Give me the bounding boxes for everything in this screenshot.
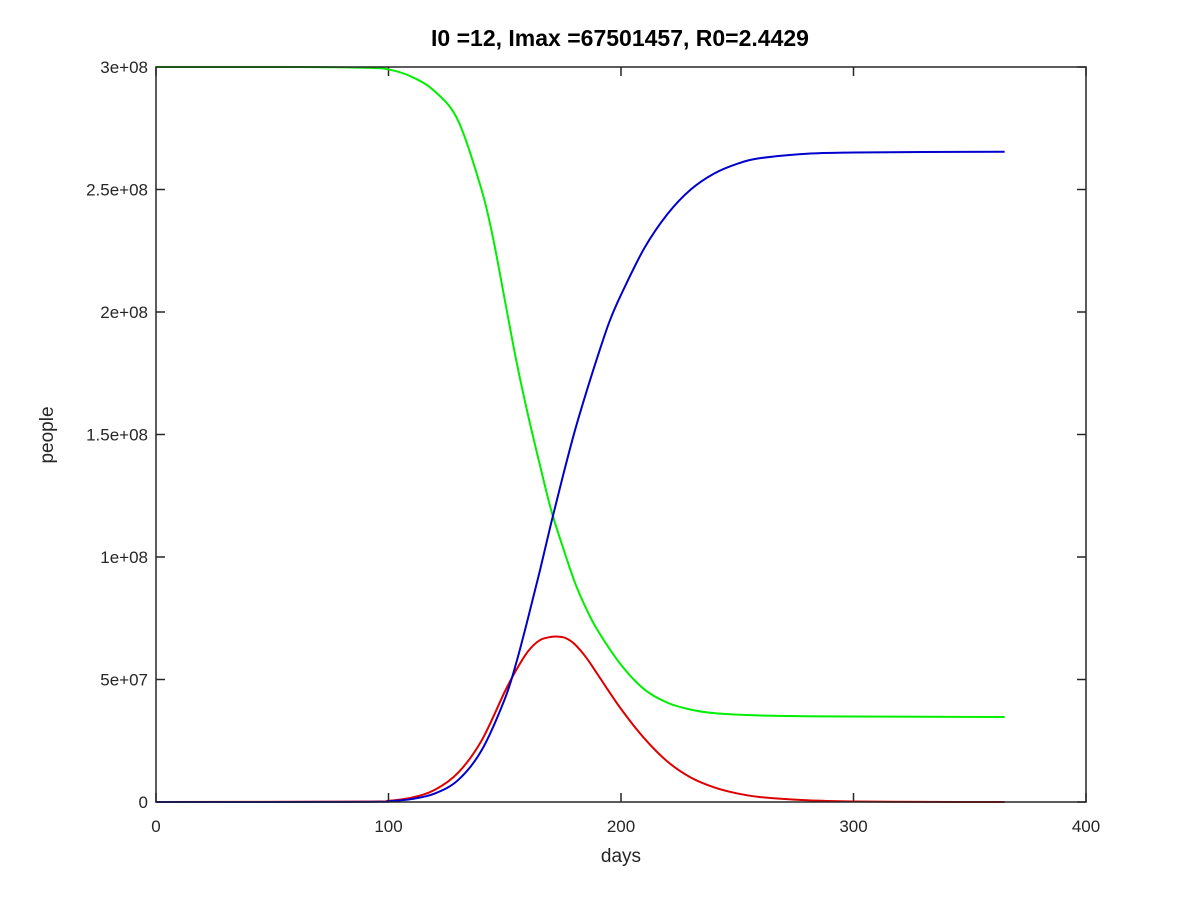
series-line-2 <box>155 635 1005 803</box>
y-tick-label: 1.5e+08 <box>86 426 148 445</box>
x-tick-label: 200 <box>607 817 635 836</box>
series-line-3 <box>155 150 1005 803</box>
y-tick-label: 1e+08 <box>100 548 148 567</box>
y-tick-label: 5e+07 <box>100 671 148 690</box>
x-tick-label: 100 <box>374 817 402 836</box>
y-tick-label: 2e+08 <box>100 303 148 322</box>
plot-area <box>155 65 1005 803</box>
series-line-1 <box>156 65 1005 718</box>
y-tick-label: 3e+08 <box>100 58 148 77</box>
y-axis-label: people <box>37 406 58 463</box>
y-tick-label: 2.5e+08 <box>86 181 148 200</box>
y-tick-label: 0 <box>139 793 148 812</box>
x-axis-label: days <box>601 846 641 867</box>
x-tick-label: 300 <box>839 817 867 836</box>
plot-frame <box>155 66 1087 803</box>
x-tick-label: 0 <box>151 817 160 836</box>
x-axis: 0 100 200 300 400 <box>151 67 1100 836</box>
x-tick-label: 400 <box>1072 817 1100 836</box>
y-axis: 0 5e+07 1e+08 1.5e+08 2e+08 2.5e+08 3e+08 <box>86 58 1086 812</box>
chart-title: I0 =12, Imax =67501457, R0=2.4429 <box>431 25 809 51</box>
